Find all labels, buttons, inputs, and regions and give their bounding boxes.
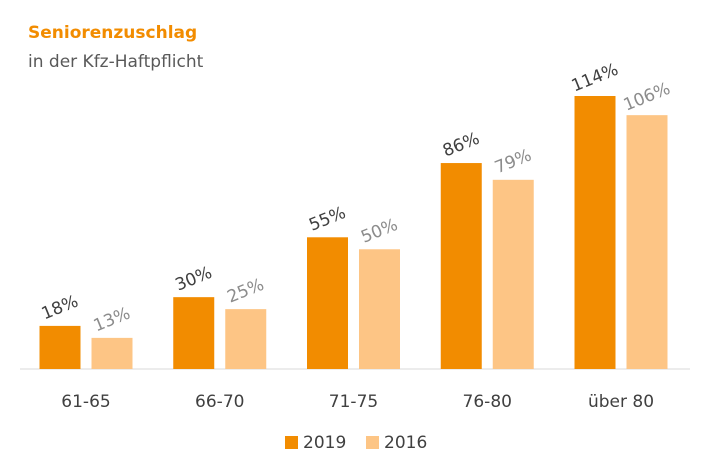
- bar: [225, 309, 267, 369]
- value-label: 79%: [492, 145, 535, 178]
- bar: [440, 163, 482, 369]
- value-label: 25%: [224, 275, 267, 308]
- x-tick-label: 71-75: [329, 392, 378, 412]
- legend-swatch: [366, 436, 379, 449]
- value-label: 86%: [440, 129, 483, 162]
- bar: [492, 179, 534, 369]
- x-tick-label: über 80: [588, 392, 654, 412]
- bar: [574, 96, 616, 369]
- legend-label: 2019: [303, 433, 346, 453]
- x-tick-label: 61-65: [61, 392, 110, 412]
- value-label: 18%: [39, 292, 82, 325]
- value-label: 30%: [172, 263, 215, 296]
- bar: [359, 249, 400, 369]
- bar: [39, 325, 81, 369]
- bar: [173, 297, 215, 369]
- value-label: 114%: [569, 60, 622, 97]
- x-tick-label: 66-70: [195, 392, 244, 412]
- bar: [91, 337, 133, 369]
- legend-label: 2016: [384, 433, 427, 453]
- value-label: 55%: [306, 203, 349, 236]
- bar: [626, 115, 668, 369]
- chart-subtitle: in der Kfz-Haftpflicht: [28, 52, 204, 72]
- legend-swatch: [285, 436, 298, 449]
- value-label: 13%: [91, 304, 134, 337]
- bar: [307, 237, 348, 369]
- value-label: 106%: [621, 79, 674, 116]
- x-tick-label: 76-80: [463, 392, 512, 412]
- value-label: 50%: [358, 215, 401, 248]
- chart-title: Seniorenzuschlag: [28, 23, 197, 43]
